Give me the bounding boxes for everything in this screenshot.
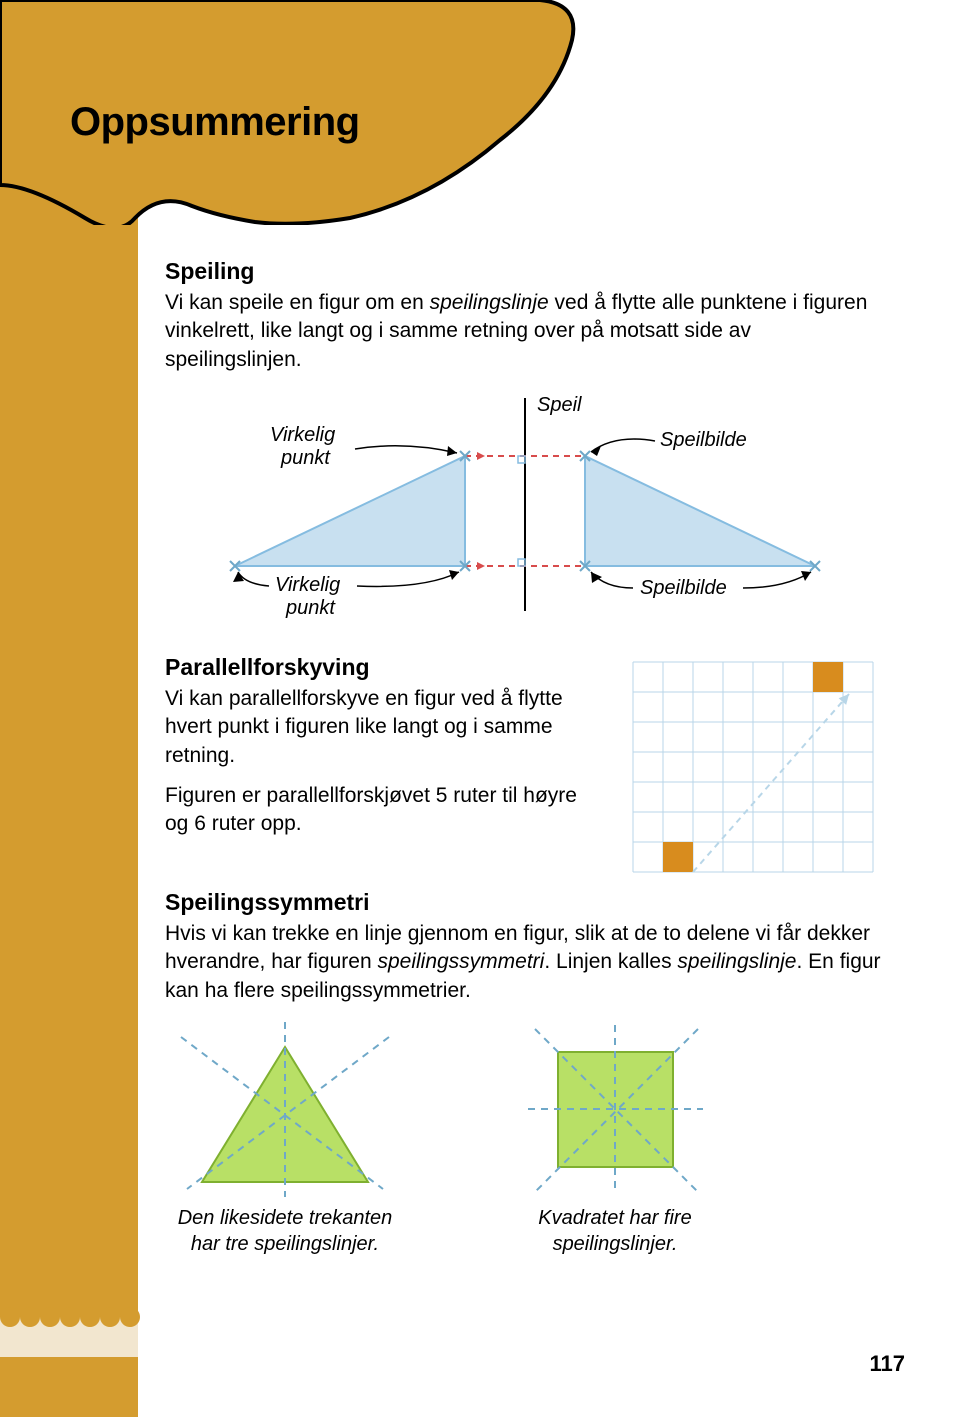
page-number: 117	[870, 1351, 906, 1377]
label-sb1: Speilbilde	[660, 429, 747, 451]
triangle-figure: Den likesidete trekanten har tre speilin…	[165, 1017, 405, 1257]
text-italic: speilingslinje	[677, 950, 796, 973]
triangle-caption: Den likesidete trekanten har tre speilin…	[165, 1205, 405, 1257]
square-figure: Kvadratet har fire speilingslinjer.	[495, 1017, 735, 1257]
grid-diagram	[625, 654, 885, 879]
symmetry-figures: Den likesidete trekanten har tre speilin…	[165, 1017, 885, 1257]
symmetri-title: Speilingssymmetri	[165, 889, 885, 916]
parallell-text1: Vi kan parallellforskyve en figur ved å …	[165, 685, 585, 770]
text-italic: speilingssymmetri	[377, 950, 544, 973]
label-sb2: Speilbilde	[640, 577, 727, 599]
square-caption: Kvadratet har fire speilingslinjer.	[495, 1205, 735, 1257]
label-speil: Speil	[537, 394, 582, 416]
content-area: Speiling Vi kan speile en figur om en sp…	[165, 258, 885, 1257]
label-vp1-1: Virkelig	[270, 424, 335, 446]
scallop-decoration	[0, 1297, 138, 1317]
mirror-diagram: Speil Virkelig punkt Speilbilde	[165, 386, 885, 631]
parallell-text2: Figuren er parallellforskjøvet 5 ruter t…	[165, 782, 585, 839]
text-part: Vi kan speile en figur om en	[165, 291, 430, 314]
label-vp1-2: punkt	[280, 447, 331, 469]
symmetri-text: Hvis vi kan trekke en linje gjennom en f…	[165, 920, 885, 1005]
speiling-title: Speiling	[165, 258, 885, 285]
speiling-text: Vi kan speile en figur om en speilingsli…	[165, 289, 885, 374]
label-vp2-2: punkt	[285, 597, 336, 619]
page-title: Oppsummering	[70, 100, 360, 145]
text-part: . Linjen kalles	[544, 950, 677, 973]
text-italic: speilingslinje	[430, 291, 549, 314]
label-vp2-1: Virkelig	[275, 574, 340, 596]
parallell-title: Parallellforskyving	[165, 654, 585, 681]
